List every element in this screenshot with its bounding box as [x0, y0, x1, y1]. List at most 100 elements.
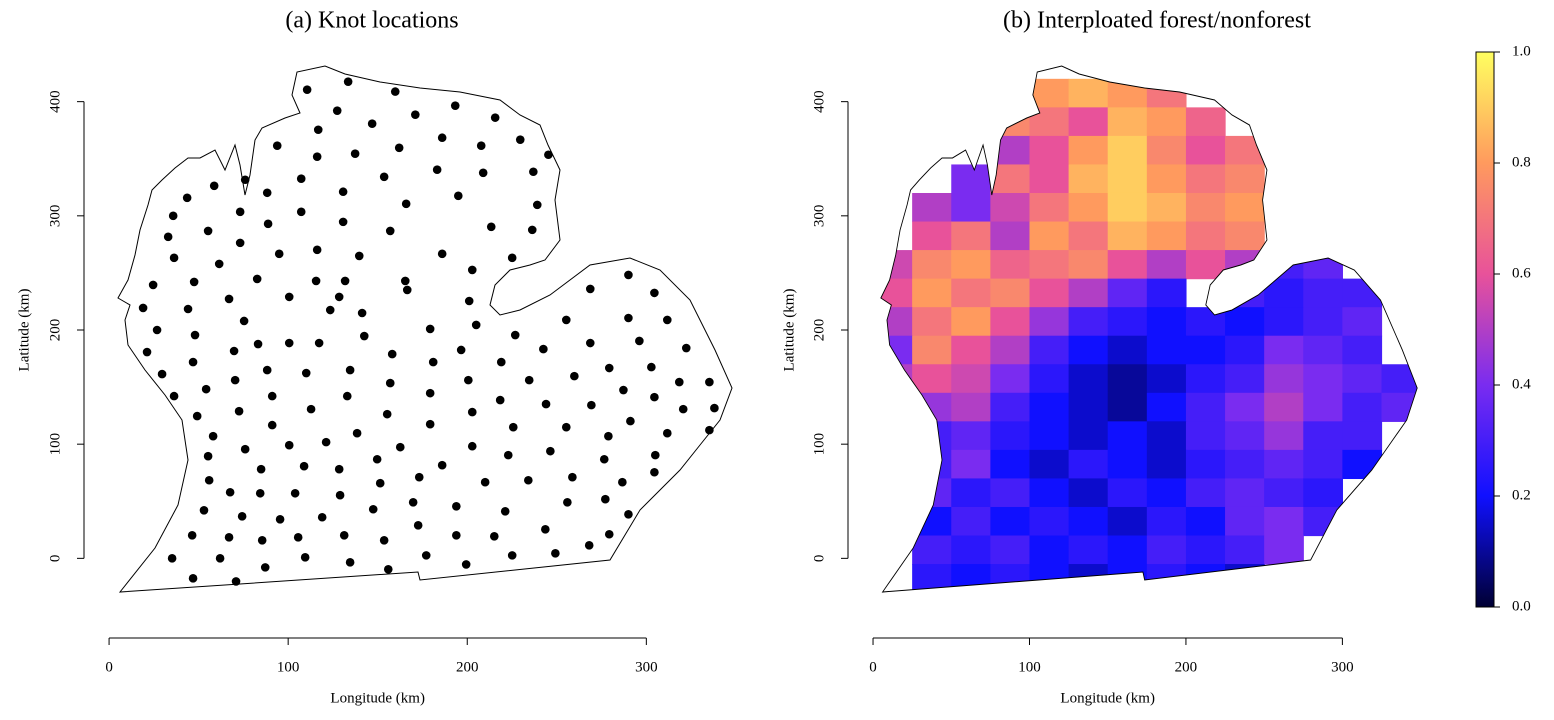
heat-cell [1068, 221, 1109, 251]
heat-cell [1185, 192, 1226, 223]
heat-cell [1107, 135, 1148, 166]
heat-cell [990, 221, 1031, 251]
heat-cell [1068, 506, 1109, 537]
heat-cell [912, 392, 952, 422]
colorbar-tick-label: 1.0 [1512, 43, 1531, 59]
knot [568, 472, 577, 482]
heat-cell [951, 278, 991, 308]
y-tick-label: 400 [811, 90, 827, 113]
knot [541, 525, 550, 534]
knot [394, 143, 404, 153]
knot [414, 472, 424, 482]
knot [467, 407, 477, 417]
knot [192, 411, 202, 421]
heat-cell [1068, 364, 1109, 394]
knot [385, 226, 395, 236]
heat-cell [1146, 278, 1187, 308]
heat-cell [1068, 192, 1109, 223]
knot [321, 437, 331, 447]
heat-cell [951, 250, 991, 280]
heat-cell [990, 250, 1031, 280]
knot [354, 251, 364, 261]
heat-cell [1225, 449, 1265, 480]
knot [345, 558, 355, 567]
knot [262, 188, 272, 198]
colorbar-tick-label: 0.4 [1512, 376, 1531, 392]
heat-cell [1303, 449, 1343, 480]
heat-cell [1146, 535, 1187, 565]
knot [546, 446, 555, 456]
heat-cell [1225, 335, 1265, 365]
knot [138, 303, 148, 313]
knot [357, 308, 367, 318]
knot [256, 464, 266, 474]
heat-cell [990, 449, 1031, 480]
heat-cell [1029, 449, 1070, 480]
knot [650, 450, 660, 460]
x-tick-label: 200 [456, 659, 479, 675]
knot [524, 375, 534, 385]
knot [272, 141, 282, 151]
knot [425, 419, 435, 429]
knot [467, 265, 477, 275]
knot [604, 363, 614, 373]
heat-cell [912, 307, 952, 337]
heat-cell [1068, 107, 1109, 137]
knot [339, 530, 349, 540]
knot [311, 276, 321, 286]
heat-cell [990, 535, 1031, 565]
knot [561, 422, 571, 432]
knot [234, 406, 244, 416]
knot [563, 497, 572, 507]
heat-cell [1107, 107, 1148, 137]
knot [624, 509, 633, 519]
heat-cell [990, 135, 1031, 166]
knot [368, 504, 378, 514]
knot [275, 514, 285, 524]
knot [284, 440, 294, 450]
knot [500, 507, 510, 516]
knot [464, 375, 473, 385]
knot [189, 277, 199, 287]
knot [450, 101, 460, 110]
heat-cell [1068, 392, 1109, 422]
heat-cell [1264, 421, 1304, 451]
heat-cell [990, 364, 1031, 394]
knot [705, 377, 714, 387]
knot [225, 487, 235, 497]
y-axis-label: Latitude (km) [16, 289, 32, 372]
heat-cell [880, 307, 913, 337]
knot [601, 494, 610, 504]
knot [432, 165, 442, 175]
heat-cell [1185, 250, 1226, 280]
heat-cell [1342, 421, 1383, 451]
knot [332, 106, 342, 115]
knot [301, 368, 311, 378]
knot [334, 292, 344, 302]
knot [387, 349, 397, 359]
heat-cell [1146, 107, 1187, 137]
y-axis-label: Latitude (km) [781, 289, 797, 372]
heat-cell [1342, 392, 1383, 422]
heat-cell [1342, 364, 1383, 394]
heat-cell [1185, 478, 1226, 508]
knot [231, 577, 241, 586]
heat-cell [1303, 364, 1343, 394]
knot [379, 536, 389, 545]
knot [400, 276, 410, 286]
knot [306, 404, 316, 414]
knot [425, 324, 435, 334]
heat-cell [1068, 78, 1109, 108]
heat-cell [1185, 421, 1226, 451]
heat-cell [1029, 192, 1070, 223]
heat-cell [1225, 564, 1265, 592]
heat-cell [990, 392, 1031, 422]
heat-cell [1146, 449, 1187, 480]
colorbar-tick-label: 0.0 [1512, 598, 1531, 614]
knot [274, 249, 284, 259]
heat-cell [1146, 192, 1187, 223]
knot [237, 512, 247, 521]
heat-cell [1107, 535, 1148, 565]
knot [382, 409, 392, 419]
knot [452, 501, 461, 511]
